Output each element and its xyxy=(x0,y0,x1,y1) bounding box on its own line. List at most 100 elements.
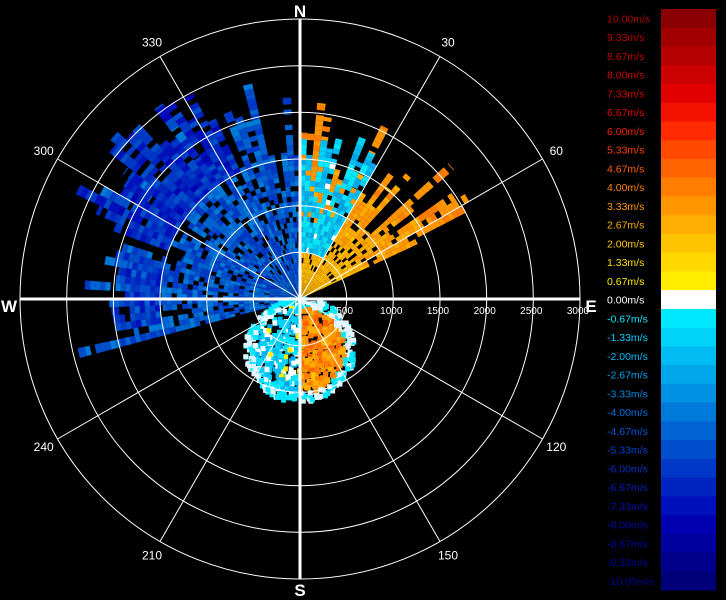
colorbar-swatch xyxy=(661,140,716,160)
velocity-cell xyxy=(330,267,336,273)
velocity-cell xyxy=(165,180,175,190)
velocity-cell xyxy=(268,178,275,185)
velocity-cell xyxy=(325,262,330,268)
velocity-cell xyxy=(316,262,321,268)
velocity-cell xyxy=(294,258,297,264)
velocity-cell xyxy=(290,263,294,270)
velocity-cell xyxy=(265,288,271,291)
velocity-cell xyxy=(348,258,355,264)
velocity-cell xyxy=(290,356,296,362)
velocity-cell xyxy=(143,149,154,160)
velocity-cell xyxy=(144,299,150,306)
velocity-cell xyxy=(272,231,278,238)
velocity-cell xyxy=(331,254,337,260)
velocity-cell xyxy=(151,188,161,199)
velocity-cell xyxy=(319,279,325,284)
velocity-cell xyxy=(168,192,177,202)
velocity-cell xyxy=(228,289,234,294)
velocity-cell xyxy=(263,278,269,283)
velocity-cell xyxy=(213,160,223,168)
velocity-cell xyxy=(77,347,82,358)
velocity-cell xyxy=(244,307,250,312)
velocity-cell xyxy=(278,218,284,225)
velocity-cell xyxy=(288,366,294,372)
velocity-cell xyxy=(227,216,234,224)
velocity-cell xyxy=(223,305,229,310)
velocity-cell xyxy=(227,223,235,230)
velocity-cell xyxy=(290,295,296,298)
velocity-cell xyxy=(140,145,151,156)
velocity-cell xyxy=(310,283,315,289)
velocity-cell xyxy=(394,216,402,224)
velocity-cell xyxy=(184,268,191,275)
velocity-cell xyxy=(290,227,295,233)
velocity-cell xyxy=(335,344,341,350)
velocity-cell xyxy=(139,233,147,243)
velocity-cell xyxy=(110,131,122,143)
velocity-cell xyxy=(144,305,151,313)
velocity-cell xyxy=(358,254,365,261)
velocity-cell xyxy=(352,212,359,220)
velocity-cell xyxy=(326,356,332,362)
velocity-cell xyxy=(374,233,382,240)
velocity-cell xyxy=(214,316,221,322)
velocity-cell xyxy=(276,377,282,383)
velocity-cell xyxy=(143,192,152,202)
velocity-cell xyxy=(226,248,233,255)
velocity-cell xyxy=(305,274,308,280)
velocity-cell xyxy=(175,116,187,126)
velocity-cell xyxy=(149,237,157,246)
velocity-cell xyxy=(139,285,146,293)
velocity-cell xyxy=(177,181,187,191)
velocity-cell xyxy=(313,280,319,285)
velocity-cell xyxy=(306,280,310,286)
velocity-cell xyxy=(155,311,162,318)
velocity-cell xyxy=(313,145,321,152)
velocity-cell xyxy=(261,283,267,287)
velocity-cell xyxy=(302,268,304,274)
compass-east-label: E xyxy=(585,297,596,316)
velocity-cell xyxy=(294,284,297,290)
velocity-cell xyxy=(252,194,259,202)
velocity-cell xyxy=(183,273,190,280)
velocity-sector xyxy=(75,93,241,252)
velocity-cell xyxy=(193,188,202,197)
velocity-cell xyxy=(171,287,178,294)
velocity-cell xyxy=(280,292,286,295)
velocity-cell xyxy=(259,378,264,383)
velocity-cell xyxy=(312,286,317,291)
velocity-cell xyxy=(274,242,279,248)
velocity-cell xyxy=(290,191,296,197)
velocity-cell xyxy=(140,271,147,279)
velocity-cell xyxy=(283,285,289,290)
velocity-cell xyxy=(357,203,365,211)
velocity-cell xyxy=(333,327,339,333)
velocity-cell xyxy=(346,331,352,337)
velocity-cell xyxy=(151,231,160,240)
velocity-cell xyxy=(249,108,259,116)
velocity-cell xyxy=(149,305,156,313)
velocity-cell xyxy=(306,345,312,351)
velocity-cell xyxy=(132,124,143,135)
colorbar-label: -5.33m/s xyxy=(607,445,648,457)
velocity-cell xyxy=(307,253,310,259)
velocity-cell xyxy=(339,255,346,261)
velocity-cell xyxy=(309,191,315,197)
velocity-cell xyxy=(173,212,182,221)
velocity-cell xyxy=(352,263,358,269)
velocity-cell xyxy=(256,335,262,340)
velocity-cell xyxy=(147,185,157,196)
azimuth-label: 330 xyxy=(142,36,162,50)
velocity-cell xyxy=(346,240,352,246)
velocity-cell xyxy=(211,180,220,188)
velocity-cell xyxy=(400,225,409,233)
velocity-cell xyxy=(264,247,270,253)
velocity-cell xyxy=(369,162,378,170)
velocity-cell xyxy=(245,242,252,249)
velocity-cell xyxy=(358,237,365,244)
velocity-cell xyxy=(286,238,291,244)
velocity-cell xyxy=(135,215,144,225)
velocity-cell xyxy=(318,346,324,352)
velocity-cell xyxy=(355,161,364,169)
velocity-cell xyxy=(302,329,308,335)
